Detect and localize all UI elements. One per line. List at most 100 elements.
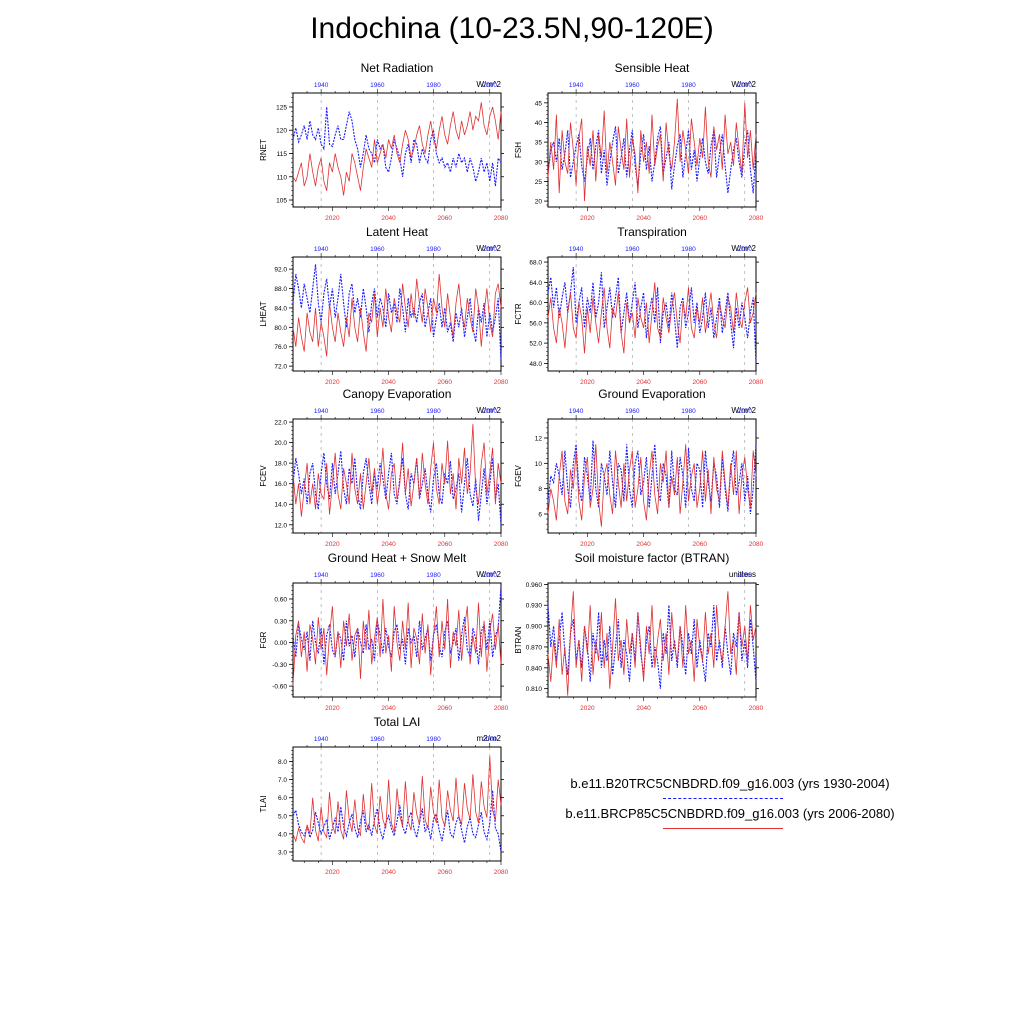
chart-tlai: Total LAI m2/m2 TLAI 3.0 4.0 5.0 6.0 7.0 8.0 2020…: [259, 715, 509, 876]
bottom-tick-label: 2040: [381, 869, 396, 876]
y-tick-label: 16.0: [274, 481, 287, 488]
y-tick-label: 120: [276, 128, 287, 135]
units-label: W/m^2: [476, 244, 501, 253]
y-tick-label: 3.0: [278, 849, 287, 856]
bottom-tick-label: 2020: [580, 705, 595, 712]
series-line-historical: [292, 585, 502, 665]
plot-frame: [292, 746, 502, 862]
y-axis-label: FCTR: [514, 303, 523, 325]
y-axis-label: RNET: [259, 139, 268, 161]
top-tick-label: 2000: [483, 246, 498, 253]
top-tick-label: 1940: [569, 246, 584, 253]
chart-title: Ground Evaporation: [598, 387, 705, 401]
bottom-tick-label: 2060: [693, 215, 708, 222]
chart-title: Total LAI: [374, 715, 421, 729]
top-tick-label: 1960: [625, 82, 640, 89]
top-tick-label: 2000: [738, 82, 753, 89]
chart-btran: Soil moisture factor (BTRAN) unitless BTRA…: [514, 551, 764, 712]
units-label: W/m^2: [476, 80, 501, 89]
y-tick-label: 92.0: [274, 267, 287, 274]
series-line-future: [547, 444, 757, 527]
top-tick-label: 1980: [426, 82, 441, 89]
series-line-future: [547, 282, 757, 354]
top-tick-label: 1980: [426, 736, 441, 743]
y-tick-label: 0.840: [526, 665, 543, 672]
panel-rnet: Net Radiation W/m^2 RNET 105 110 115 120 125 202…: [255, 60, 509, 225]
chart-title: Ground Heat + Snow Melt: [328, 551, 467, 565]
bottom-tick-label: 2040: [636, 215, 651, 222]
y-tick-label: -0.60: [272, 684, 287, 691]
top-tick-label: 1960: [370, 408, 385, 415]
bottom-tick-label: 2020: [325, 705, 340, 712]
chart-title: Latent Heat: [366, 225, 429, 239]
y-tick-label: 4.0: [278, 831, 287, 838]
y-tick-label: 22.0: [274, 420, 287, 427]
top-tick-label: 1980: [426, 408, 441, 415]
units-label: W/m^2: [731, 244, 756, 253]
units-label: m2/m2: [477, 734, 502, 743]
top-tick-label: 1960: [370, 572, 385, 579]
chart-rnet: Net Radiation W/m^2 RNET 105 110 115 120 125 202…: [259, 61, 509, 222]
bottom-tick-label: 2020: [580, 215, 595, 222]
page-title: Indochina (10-23.5N,90-120E): [310, 12, 714, 45]
panel-tlai: Total LAI m2/m2 TLAI 3.0 4.0 5.0 6.0 7.0 8.0 2020…: [255, 714, 509, 879]
y-axis-label: FGEV: [514, 464, 523, 486]
y-tick-label: 0.870: [526, 644, 543, 651]
bottom-tick-label: 2020: [325, 379, 340, 386]
y-tick-label: 72.0: [274, 364, 287, 371]
series-line-future: [547, 591, 757, 696]
y-axis-label: FGR: [259, 631, 268, 648]
top-tick-label: 1940: [314, 246, 329, 253]
bottom-tick-label: 2040: [381, 705, 396, 712]
bottom-tick-label: 2080: [749, 379, 764, 386]
bottom-tick-label: 2080: [494, 215, 509, 222]
top-tick-label: 1960: [625, 408, 640, 415]
series-line-historical: [547, 605, 757, 689]
top-tick-label: 2000: [738, 572, 753, 579]
bottom-tick-label: 2020: [325, 541, 340, 548]
top-tick-label: 1940: [569, 82, 584, 89]
y-tick-label: 14.0: [274, 502, 287, 509]
y-axis-label: FSH: [514, 142, 523, 158]
y-tick-label: 64.0: [529, 280, 542, 287]
bottom-tick-label: 2080: [494, 541, 509, 548]
y-tick-label: 56.0: [529, 320, 542, 327]
y-tick-label: 12.0: [274, 522, 287, 529]
y-tick-label: 105: [276, 198, 287, 205]
units-label: unitless: [729, 570, 756, 579]
top-tick-label: 1960: [370, 82, 385, 89]
bottom-tick-label: 2080: [749, 705, 764, 712]
chart-fcev: Canopy Evaporation W/m^2 FCEV 12.0 14.0 16.0 1…: [259, 387, 509, 548]
series-line-historical: [292, 106, 502, 187]
bottom-tick-label: 2020: [325, 869, 340, 876]
series-line-future: [292, 598, 502, 687]
series-line-future: [292, 273, 502, 357]
plot-frame: [547, 92, 757, 208]
y-tick-label: 20.0: [274, 440, 287, 447]
bottom-tick-label: 2040: [381, 215, 396, 222]
top-tick-label: 1960: [370, 246, 385, 253]
bottom-tick-label: 2080: [494, 869, 509, 876]
bottom-tick-label: 2060: [438, 215, 453, 222]
y-tick-label: 45: [535, 100, 543, 107]
bottom-tick-label: 2020: [580, 541, 595, 548]
legend-label-historical: b.e11.B20TRC5CNBDRD.f09_g16.003 (yrs 193…: [570, 776, 890, 791]
bottom-tick-label: 2040: [636, 705, 651, 712]
chart-fctr: Transpiration W/m^2 FCTR 48.0 52.0 56.0 60.0 64…: [514, 225, 764, 386]
series-line-historical: [547, 126, 757, 194]
y-tick-label: 125: [276, 104, 287, 111]
units-label: W/m^2: [476, 406, 501, 415]
bottom-tick-label: 2020: [580, 379, 595, 386]
y-tick-label: 68.0: [529, 260, 542, 267]
top-tick-label: 2000: [738, 408, 753, 415]
units-label: W/m^2: [731, 80, 756, 89]
y-tick-label: 0.60: [274, 596, 287, 603]
bottom-tick-label: 2060: [438, 379, 453, 386]
y-tick-label: 8.0: [278, 759, 287, 766]
top-tick-label: 1940: [569, 408, 584, 415]
legend-entry-historical: b.e11.B20TRC5CNBDRD.f09_g16.003 (yrs 193…: [540, 776, 920, 806]
top-tick-label: 2000: [483, 82, 498, 89]
bottom-tick-label: 2040: [636, 541, 651, 548]
y-tick-label: 76.0: [274, 344, 287, 351]
